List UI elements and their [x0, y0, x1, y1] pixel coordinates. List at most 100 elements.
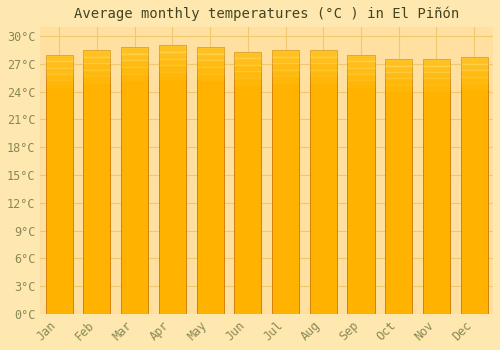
Bar	[310, 241, 337, 248]
Bar	[234, 248, 262, 255]
Bar	[423, 212, 450, 218]
Bar	[460, 121, 488, 128]
Bar	[272, 175, 299, 182]
Bar	[310, 122, 337, 129]
Bar	[348, 184, 374, 191]
Bar	[310, 142, 337, 149]
Bar	[310, 90, 337, 96]
Bar	[348, 139, 374, 145]
Bar	[348, 301, 374, 307]
Bar	[310, 182, 337, 189]
Bar	[423, 65, 450, 72]
Bar	[159, 260, 186, 267]
Bar	[46, 106, 73, 113]
Bar	[310, 222, 337, 228]
Bar	[423, 231, 450, 238]
Bar	[460, 269, 488, 275]
Bar	[234, 255, 262, 261]
Bar	[385, 231, 412, 238]
Bar	[348, 307, 374, 314]
Bar	[310, 57, 337, 63]
Bar	[46, 184, 73, 191]
Bar	[272, 215, 299, 222]
Bar	[84, 50, 110, 57]
Bar	[310, 70, 337, 76]
Bar	[310, 103, 337, 109]
Bar	[196, 227, 224, 234]
Bar	[159, 280, 186, 287]
Bar	[121, 281, 148, 287]
Bar	[46, 158, 73, 165]
Bar	[159, 52, 186, 59]
Bar	[121, 307, 148, 314]
Bar	[84, 149, 110, 155]
Bar	[46, 87, 73, 93]
Bar	[121, 274, 148, 281]
Bar	[159, 59, 186, 65]
Bar	[272, 76, 299, 83]
Bar	[385, 104, 412, 110]
Bar	[234, 242, 262, 248]
Bar	[460, 256, 488, 262]
Bar	[272, 122, 299, 129]
Bar	[272, 254, 299, 261]
Bar	[423, 276, 450, 282]
Bar	[121, 67, 148, 74]
Bar	[423, 72, 450, 78]
Bar	[159, 307, 186, 314]
Bar	[121, 260, 148, 267]
Bar	[460, 64, 488, 70]
Bar	[84, 162, 110, 169]
Bar	[310, 294, 337, 301]
Bar	[46, 145, 73, 152]
Bar	[272, 274, 299, 281]
Bar	[46, 268, 73, 275]
Bar	[460, 154, 488, 160]
Bar	[159, 160, 186, 166]
Bar	[460, 141, 488, 147]
Bar	[385, 85, 412, 91]
Bar	[385, 269, 412, 276]
Bar	[385, 72, 412, 78]
Bar	[385, 263, 412, 269]
Bar	[121, 207, 148, 214]
Bar	[84, 175, 110, 182]
Bar	[121, 120, 148, 127]
Bar	[385, 59, 412, 314]
Bar	[460, 83, 488, 89]
Bar	[121, 94, 148, 100]
Bar	[159, 193, 186, 200]
Bar	[121, 87, 148, 94]
Bar	[385, 110, 412, 117]
Bar	[460, 57, 488, 314]
Bar	[423, 269, 450, 276]
Bar	[159, 126, 186, 133]
Bar	[272, 228, 299, 235]
Bar	[234, 183, 262, 189]
Bar	[348, 217, 374, 223]
Bar	[234, 307, 262, 314]
Bar	[460, 307, 488, 314]
Bar	[423, 129, 450, 135]
Bar	[159, 186, 186, 193]
Bar	[310, 50, 337, 314]
Bar	[159, 72, 186, 79]
Bar	[385, 238, 412, 244]
Bar	[460, 70, 488, 77]
Bar	[423, 59, 450, 65]
Bar	[234, 52, 262, 58]
Bar	[348, 87, 374, 93]
Bar	[423, 97, 450, 104]
Bar	[234, 117, 262, 124]
Bar	[423, 206, 450, 212]
Bar	[234, 216, 262, 222]
Bar	[234, 268, 262, 274]
Bar	[348, 74, 374, 80]
Bar	[84, 281, 110, 287]
Bar	[272, 63, 299, 70]
Bar	[121, 220, 148, 227]
Bar	[385, 91, 412, 97]
Bar	[159, 253, 186, 260]
Bar	[423, 174, 450, 180]
Bar	[121, 80, 148, 87]
